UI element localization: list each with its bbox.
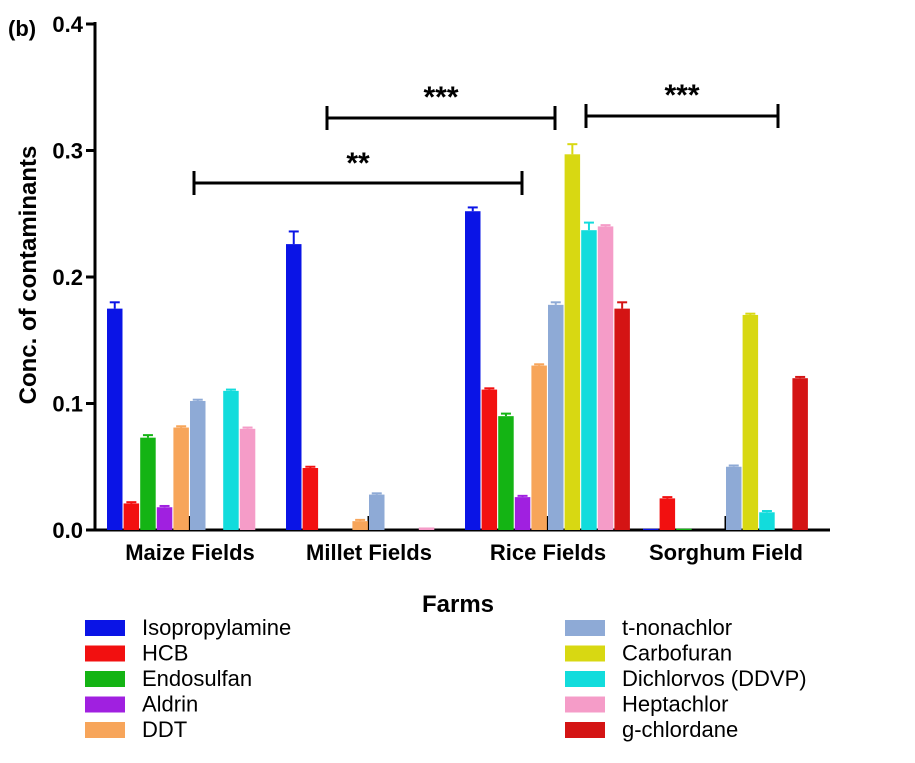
bar (548, 304, 564, 530)
bar (564, 154, 581, 531)
significance-label: *** (423, 81, 458, 114)
bar (726, 466, 742, 530)
legend-swatch (85, 696, 125, 713)
y-tick-label: 0.4 (52, 12, 83, 37)
bar (140, 437, 156, 530)
bar (514, 497, 531, 530)
y-tick-label: 0.3 (52, 139, 83, 164)
legend-swatch (565, 671, 605, 687)
y-axis-label: Conc. of contaminants (15, 146, 42, 405)
bar (173, 427, 189, 530)
legend-label: Heptachlor (622, 692, 728, 717)
x-tick-label: Millet Fields (306, 540, 432, 565)
legend-label: Isopropylamine (142, 615, 291, 640)
legend-swatch (85, 645, 125, 662)
bar (614, 308, 630, 530)
plot-area: 0.0 0.1 0.2 0.3 0.4 Maize Fields Millet Fields… (52, 12, 830, 565)
bar (481, 389, 498, 530)
bar (643, 528, 659, 530)
legend-swatch (565, 645, 605, 662)
y-tick-label: 0.0 (52, 518, 83, 543)
legend-swatch (85, 722, 125, 738)
bar (223, 390, 239, 530)
legend-label: Dichlorvos (DDVP) (622, 666, 807, 691)
x-tick-label: Maize Fields (125, 540, 255, 565)
x-axis-label: Farms (422, 591, 494, 618)
panel-label: (b) (8, 16, 36, 41)
significance-label: ** (346, 147, 370, 180)
bar (465, 211, 481, 530)
bar (531, 365, 547, 530)
bar (792, 378, 808, 530)
bar (498, 416, 514, 530)
x-tick-label: Sorghum Field (649, 540, 803, 565)
bar (107, 308, 123, 530)
legend-label: Aldrin (142, 692, 198, 717)
legend-swatch (85, 620, 125, 636)
legend-label: Carbofuran (622, 641, 732, 666)
legend-label: Endosulfan (142, 666, 252, 691)
significance-label: *** (664, 79, 699, 112)
bar (676, 528, 692, 530)
legend-swatch (565, 620, 605, 636)
bar (597, 226, 614, 530)
x-tick-label: Rice Fields (490, 540, 606, 565)
bar (759, 512, 775, 530)
y-tick-label: 0.2 (52, 265, 83, 290)
legend-swatch (565, 696, 605, 713)
bar (302, 468, 319, 530)
y-tick-label: 0.1 (52, 392, 83, 417)
legend-label: g-chlordane (622, 717, 738, 742)
legend-label: DDT (142, 717, 187, 742)
bar (418, 527, 435, 530)
bar (190, 400, 206, 530)
bar (239, 428, 256, 530)
bar (156, 507, 173, 530)
bar (352, 521, 368, 530)
bar (286, 244, 302, 531)
legend-swatch (565, 722, 605, 738)
legend-swatch (85, 671, 125, 687)
bar (369, 494, 385, 530)
bar (659, 498, 676, 530)
legend-label: HCB (142, 641, 188, 666)
bar (742, 314, 759, 530)
bar (581, 230, 597, 530)
bar (123, 503, 140, 530)
legend-label: t-nonachlor (622, 615, 732, 640)
